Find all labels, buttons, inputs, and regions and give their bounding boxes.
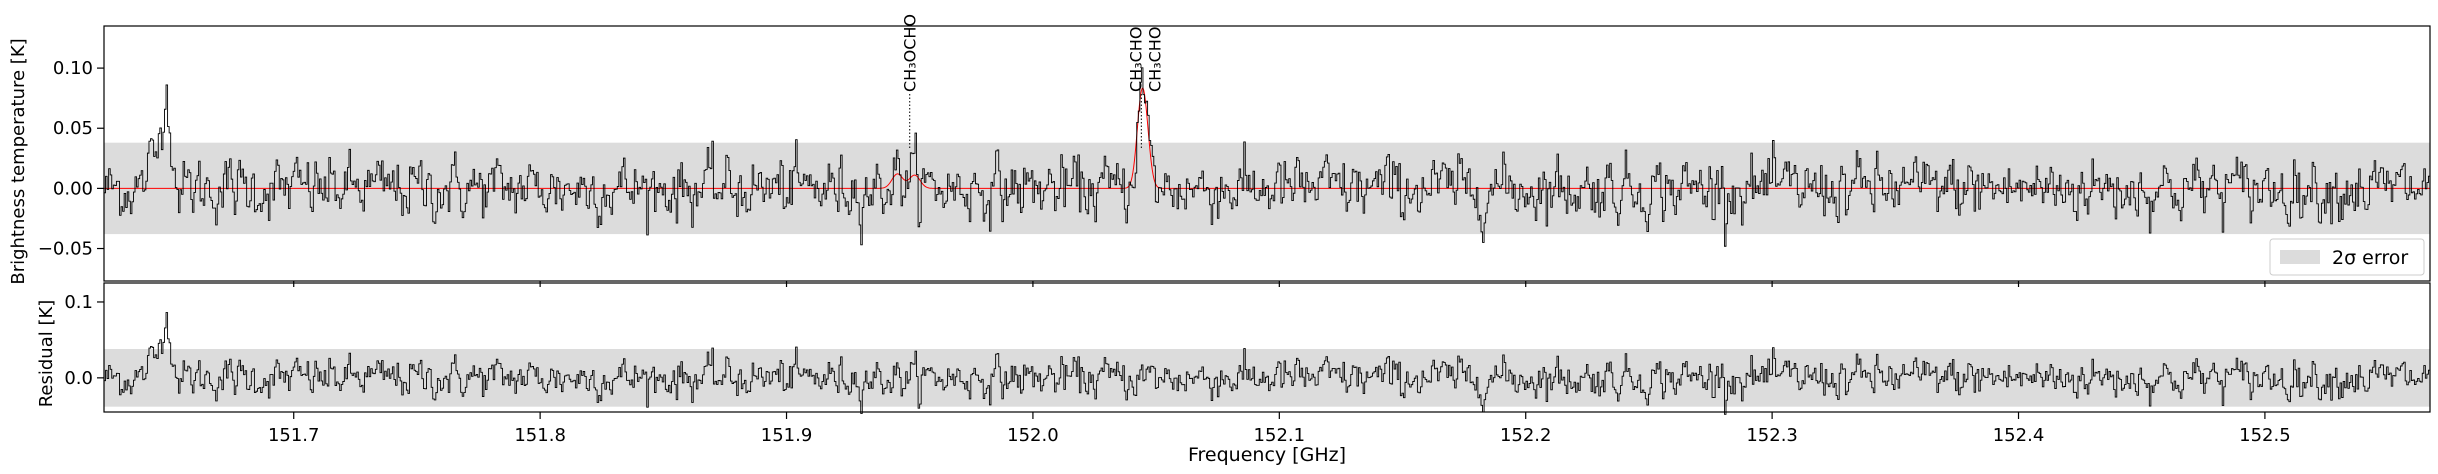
y-tick-label: 0.05 — [53, 118, 93, 139]
y-tick-label: −0.05 — [38, 239, 93, 260]
annotation-label: CH₃OCHO — [901, 14, 920, 92]
top-y-axis-label: Brightness temperature [K] — [8, 38, 29, 284]
x-tick-label: 152.3 — [1746, 425, 1798, 446]
x-tick-label: 152.2 — [1500, 425, 1552, 446]
bottom-y-axis-label: Residual [K] — [36, 300, 57, 408]
line-annotations: CH₃OCHO CH₃CHO CH₃CHO — [901, 14, 1165, 150]
x-axis: 151.7 151.8 151.9 152.0 152.1 152.2 152.3 152.4… — [268, 281, 2291, 446]
x-tick-label: 152.5 — [2239, 425, 2291, 446]
y-tick-label: 0.0 — [64, 368, 93, 389]
observed-spectrum-line — [104, 67, 2430, 247]
x-tick-label: 152.1 — [1254, 425, 1306, 446]
y-tick-label: 0.10 — [53, 58, 93, 79]
x-tick-label: 151.8 — [514, 425, 566, 446]
x-tick-label: 152.0 — [1007, 425, 1059, 446]
x-axis-label: Frequency [GHz] — [1188, 444, 1346, 466]
residual-line — [104, 312, 2430, 415]
x-tick-label: 151.7 — [268, 425, 320, 446]
x-tick-label: 151.9 — [761, 425, 813, 446]
y-tick-label: 0.1 — [64, 292, 93, 313]
legend-error-swatch — [2280, 250, 2320, 264]
top-y-axis: −0.05 0.00 0.05 0.10 — [38, 58, 104, 260]
bottom-y-axis: 0.0 0.1 — [64, 292, 104, 389]
legend-label: 2σ error — [2332, 247, 2408, 269]
y-tick-label: 0.00 — [53, 178, 93, 199]
top-plot-frame — [103, 25, 2431, 282]
legend-box — [2269, 238, 2425, 276]
spectrum-panel: CH₃OCHO CH₃CHO CH₃CHO −0.05 0.00 0.05 0.10 Br… — [8, 14, 2431, 285]
residual-panel: 0.0 0.1 151.7 151.8 151.9 152.0 152.1 152.2 152… — [36, 281, 2431, 466]
annotation-label: CH₃CHO — [1126, 27, 1145, 92]
annotation-label: CH₃CHO — [1146, 27, 1165, 92]
x-tick-label: 152.4 — [1993, 425, 2045, 446]
bottom-plot-frame — [103, 282, 2431, 413]
legend: 2σ error — [2269, 238, 2425, 276]
